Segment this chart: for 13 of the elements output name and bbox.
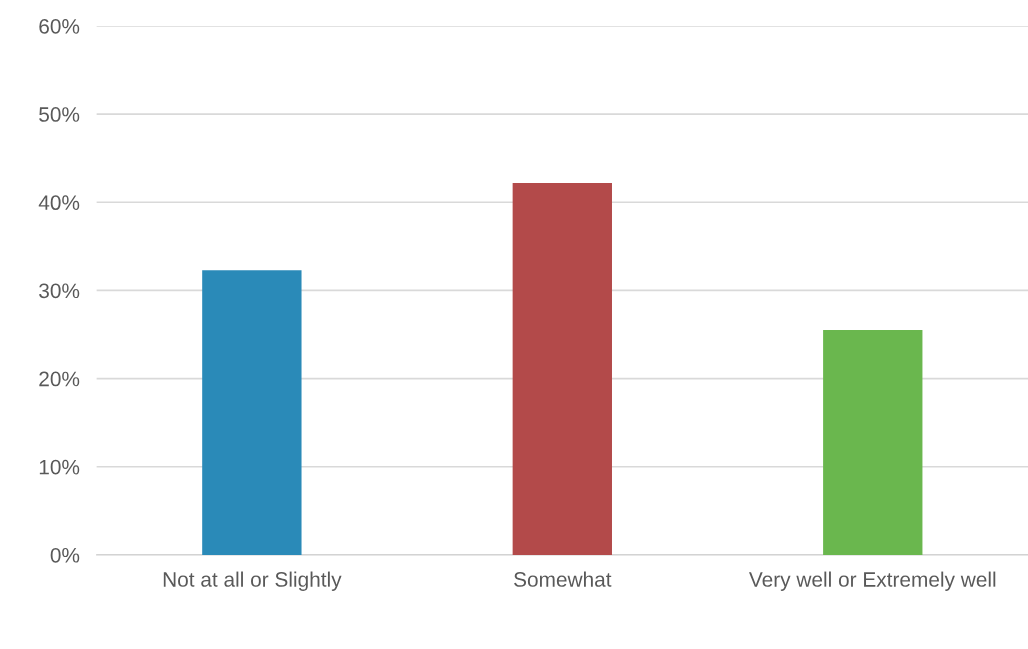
y-tick-label: 50% (39, 107, 80, 122)
x-tick-label: Very well or Extremely well (748, 571, 996, 591)
y-tick-label: 0% (50, 547, 80, 563)
bar (512, 182, 612, 555)
y-tick-label: 60% (39, 18, 80, 34)
y-tick-label: 10% (39, 459, 80, 475)
bar (202, 270, 302, 555)
bar (823, 330, 923, 555)
y-tick-label: 30% (39, 283, 80, 299)
y-tick-label: 40% (38, 195, 80, 211)
x-tick-label: Somewhat (514, 571, 612, 587)
x-tick-label: Not at all or Slightly (163, 571, 342, 591)
y-tick-label: 20% (39, 371, 80, 387)
